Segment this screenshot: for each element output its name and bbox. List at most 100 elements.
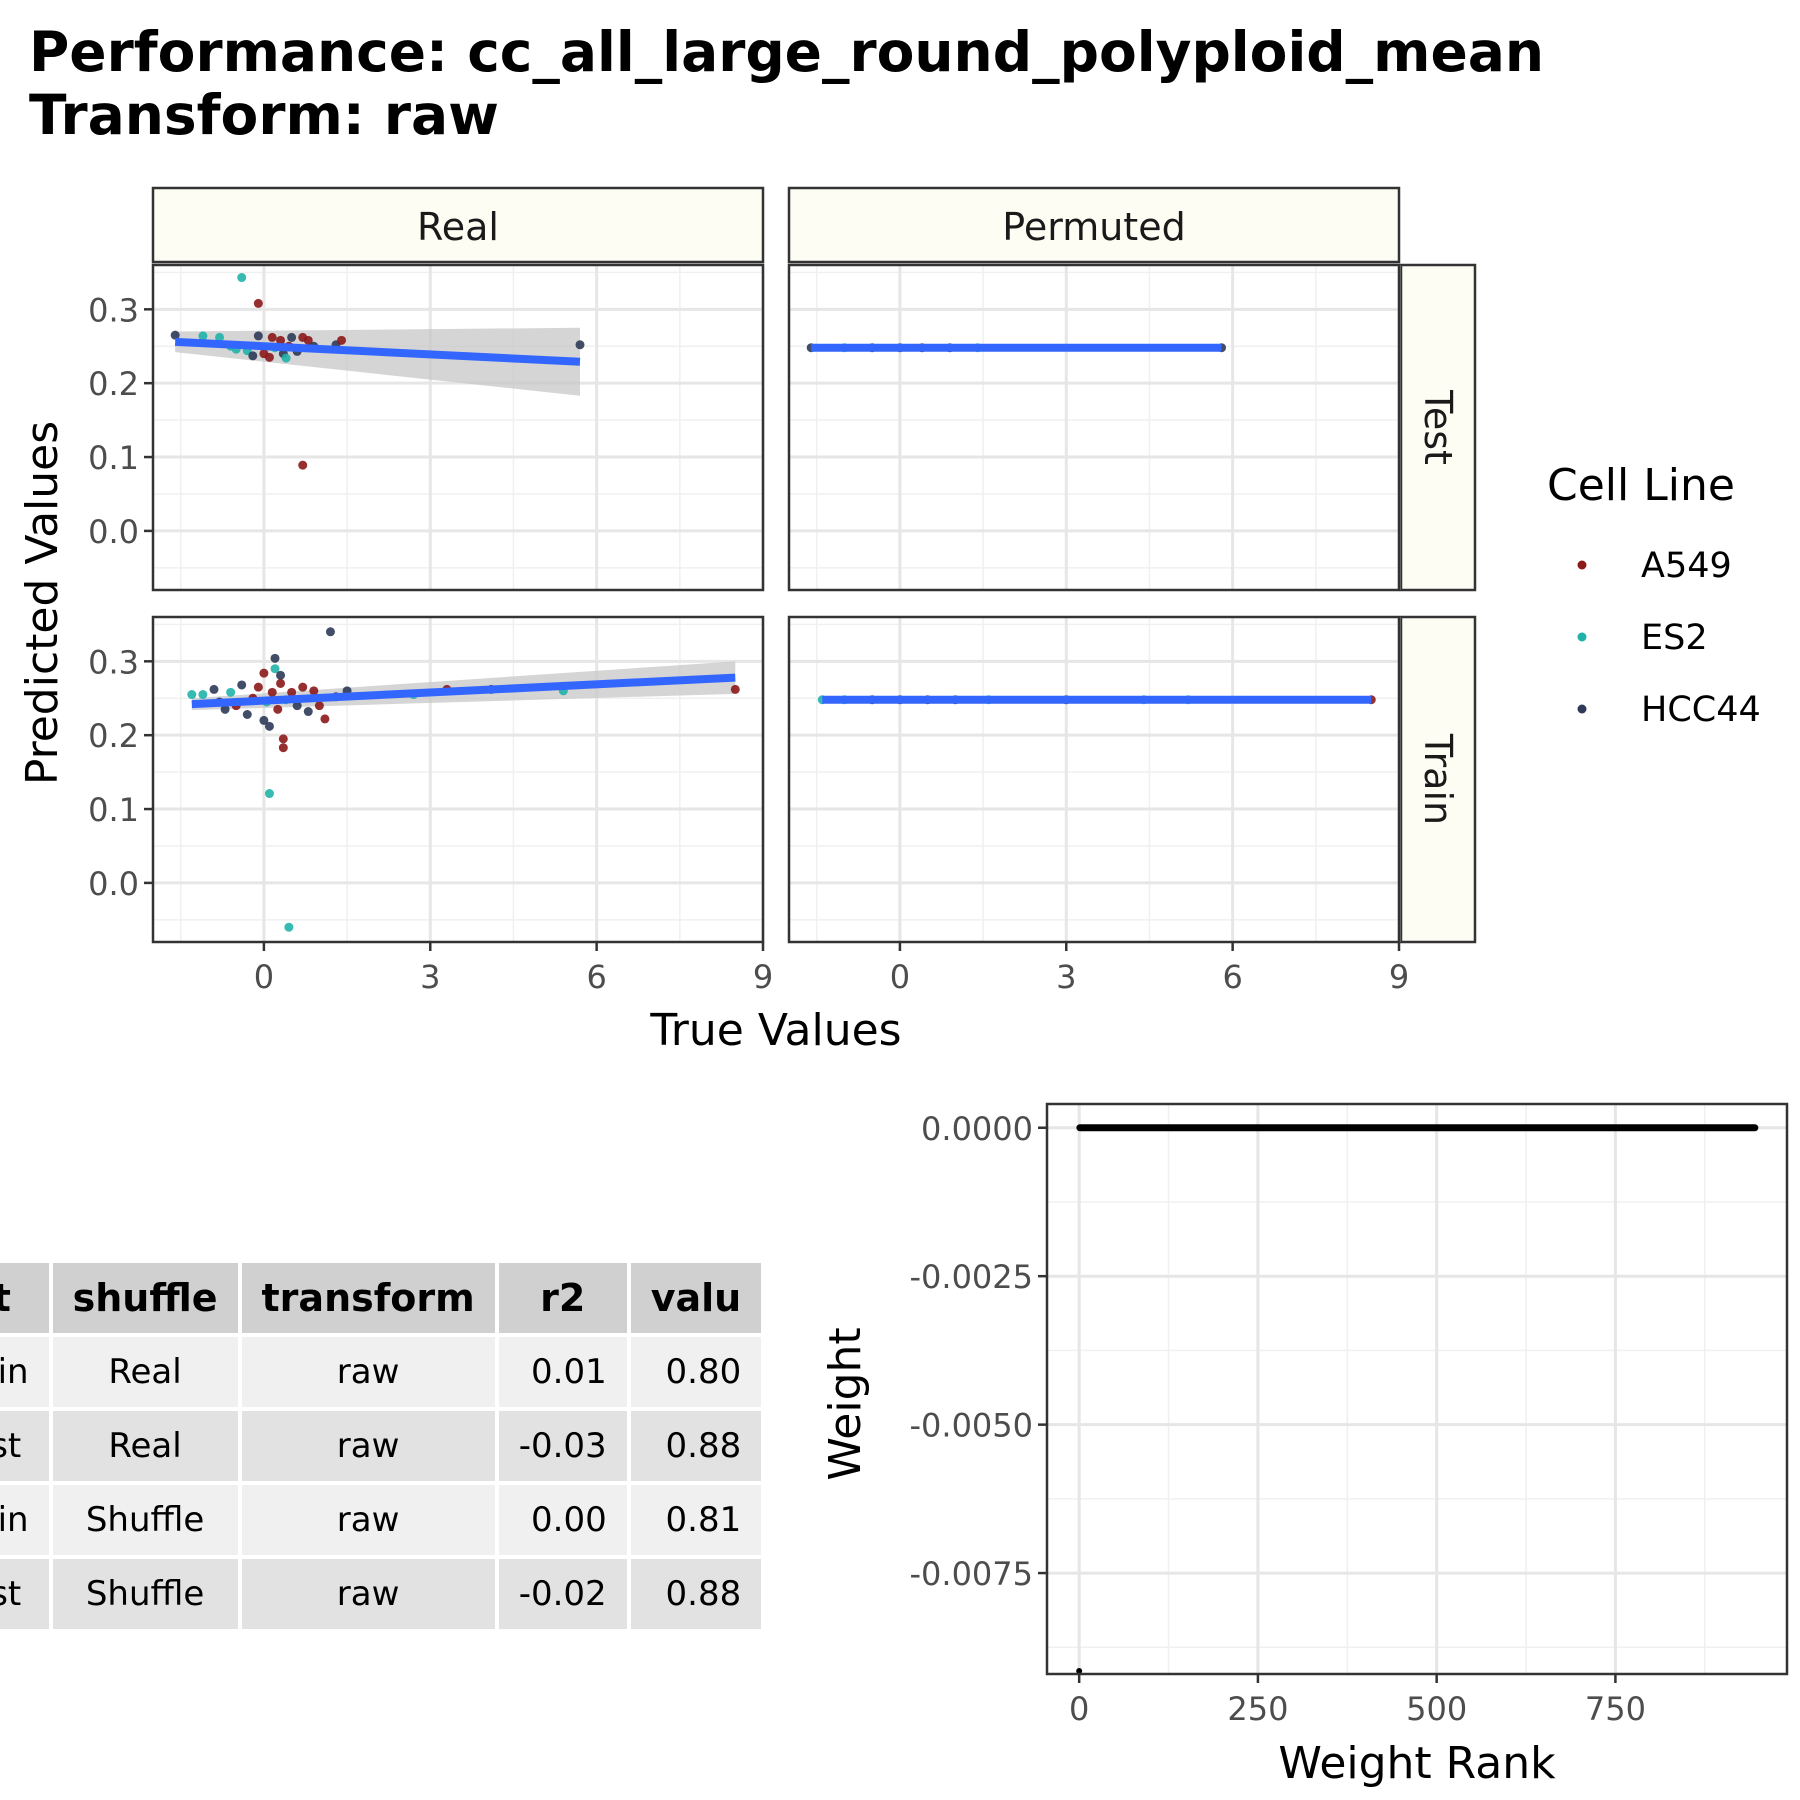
data-point-hcc44 xyxy=(325,627,335,637)
table-cell-shuffle: Shuffle xyxy=(52,1485,238,1555)
data-point-a549 xyxy=(320,714,330,724)
data-point-hcc44 xyxy=(264,721,274,731)
data-point-hcc44 xyxy=(170,330,180,340)
data-point-a549 xyxy=(337,335,347,345)
data-point-es2 xyxy=(187,690,197,700)
table-row: Test Real raw -0.03 0.88 xyxy=(0,1411,762,1481)
x-tick-label: 0 xyxy=(1069,1690,1089,1728)
panel-border xyxy=(151,615,765,944)
y-tick-label: -0.0025 xyxy=(909,1258,1033,1296)
data-point-es2 xyxy=(270,664,280,674)
legend-label-es2: ES2 xyxy=(1641,618,1708,658)
data-point-a549 xyxy=(267,687,277,697)
table-cell-r2: -0.02 xyxy=(498,1559,627,1629)
data-point-hcc44 xyxy=(270,653,280,663)
table-cell-r2: 0.01 xyxy=(498,1337,627,1407)
legend-key-a549 xyxy=(1577,560,1587,570)
data-point-a549 xyxy=(253,298,263,308)
x-axis-title: True Values xyxy=(649,1005,901,1056)
legend-key-es2 xyxy=(1577,632,1587,642)
data-point-a549 xyxy=(730,684,740,694)
x-tick-label: 6 xyxy=(1222,958,1242,996)
table-cell-value: 0.88 xyxy=(630,1411,762,1481)
legend-title: Cell Line xyxy=(1547,460,1735,511)
facet-label-test: Test xyxy=(1416,389,1460,465)
data-point-es2 xyxy=(215,332,225,342)
table-header-fit: fit xyxy=(0,1263,49,1333)
data-point-a549 xyxy=(276,335,286,345)
data-point-a549 xyxy=(278,734,288,744)
x-tick-label: 0 xyxy=(890,958,910,996)
table-cell-fit: Train xyxy=(0,1337,49,1407)
weight-panel-border xyxy=(1045,1102,1789,1676)
x-tick-label: 3 xyxy=(1056,958,1076,996)
table-cell-shuffle: Real xyxy=(52,1411,238,1481)
data-point-es2 xyxy=(198,331,208,341)
data-point-hcc44 xyxy=(303,707,313,717)
y-tick-label: 0.2 xyxy=(88,365,139,403)
table-cell-value: 0.88 xyxy=(630,1559,762,1629)
panel-content xyxy=(806,343,1227,353)
panel-border xyxy=(151,263,765,592)
y-tick-label: 0.0 xyxy=(88,513,139,551)
data-point-es2 xyxy=(237,273,247,283)
table-header-transform: transform xyxy=(241,1263,495,1333)
panel-permuted-train: 0 3 6 9 xyxy=(787,615,1409,996)
panel-content xyxy=(170,273,585,470)
table-cell-transform: raw xyxy=(241,1337,495,1407)
facet-label-real: Real xyxy=(417,205,499,249)
table-header-r2: r2 xyxy=(498,1263,627,1333)
data-point-a549 xyxy=(314,701,324,711)
x-tick-label: 500 xyxy=(1406,1690,1467,1728)
table-cell-transform: raw xyxy=(241,1411,495,1481)
table-cell-value: 0.81 xyxy=(630,1485,762,1555)
data-point-a549 xyxy=(278,743,288,753)
panel-content xyxy=(187,627,740,932)
panel-border xyxy=(787,615,1401,944)
table-row: Train Shuffle raw 0.00 0.81 xyxy=(0,1485,762,1555)
data-point-a549 xyxy=(253,682,263,692)
data-point-hcc44 xyxy=(237,680,247,690)
x-tick-label: 9 xyxy=(1389,958,1409,996)
table-cell-shuffle: Shuffle xyxy=(52,1559,238,1629)
y-tick-label: 0.2 xyxy=(88,717,139,755)
metrics-table: fit shuffle transform r2 valu Train Real… xyxy=(0,1259,765,1633)
data-point-a549 xyxy=(298,460,308,470)
facet-strip-real xyxy=(151,186,765,264)
facet-strip-permuted xyxy=(787,186,1401,264)
x-tick-label: 0 xyxy=(254,958,274,996)
data-point-a549 xyxy=(309,686,319,696)
facet-label-permuted: Permuted xyxy=(1002,205,1185,249)
data-point-hcc44 xyxy=(259,715,269,725)
data-point-hcc44 xyxy=(253,331,263,341)
data-point-hcc44 xyxy=(209,684,219,694)
data-point-es2 xyxy=(264,789,274,799)
table-cell-fit: Test xyxy=(0,1559,49,1629)
table-cell-r2: 0.00 xyxy=(498,1485,627,1555)
data-point-hcc44 xyxy=(287,332,297,342)
y-tick-label: -0.0075 xyxy=(909,1555,1033,1593)
table-cell-shuffle: Real xyxy=(52,1337,238,1407)
weight-chart: 0.0000 -0.0025 -0.0050 -0.0075 0 250 500 750 Wei… xyxy=(820,1102,1789,1789)
table-row: Train Real raw 0.01 0.80 xyxy=(0,1337,762,1407)
table-cell-transform: raw xyxy=(241,1485,495,1555)
y-tick-label: 0.1 xyxy=(88,439,139,477)
data-point-a549 xyxy=(267,332,277,342)
data-point-a549 xyxy=(259,668,269,678)
legend-key-hcc44 xyxy=(1577,704,1587,714)
data-point-hcc44 xyxy=(220,704,230,714)
data-point-es2 xyxy=(226,687,236,697)
facet-strip-train xyxy=(1399,615,1477,944)
table-cell-transform: raw xyxy=(241,1559,495,1629)
panel-real-test: 0.0 0.1 0.2 0.3 xyxy=(88,263,765,592)
table-header-value: valu xyxy=(630,1263,762,1333)
panel-content xyxy=(817,695,1376,705)
table-cell-fit: Test xyxy=(0,1411,49,1481)
data-point-hcc44 xyxy=(242,710,252,719)
regression-line xyxy=(191,673,736,709)
facet-strip-test xyxy=(1399,263,1477,592)
data-point-a549 xyxy=(287,687,297,697)
table-cell-r2: -0.03 xyxy=(498,1411,627,1481)
panel-border xyxy=(787,263,1401,592)
